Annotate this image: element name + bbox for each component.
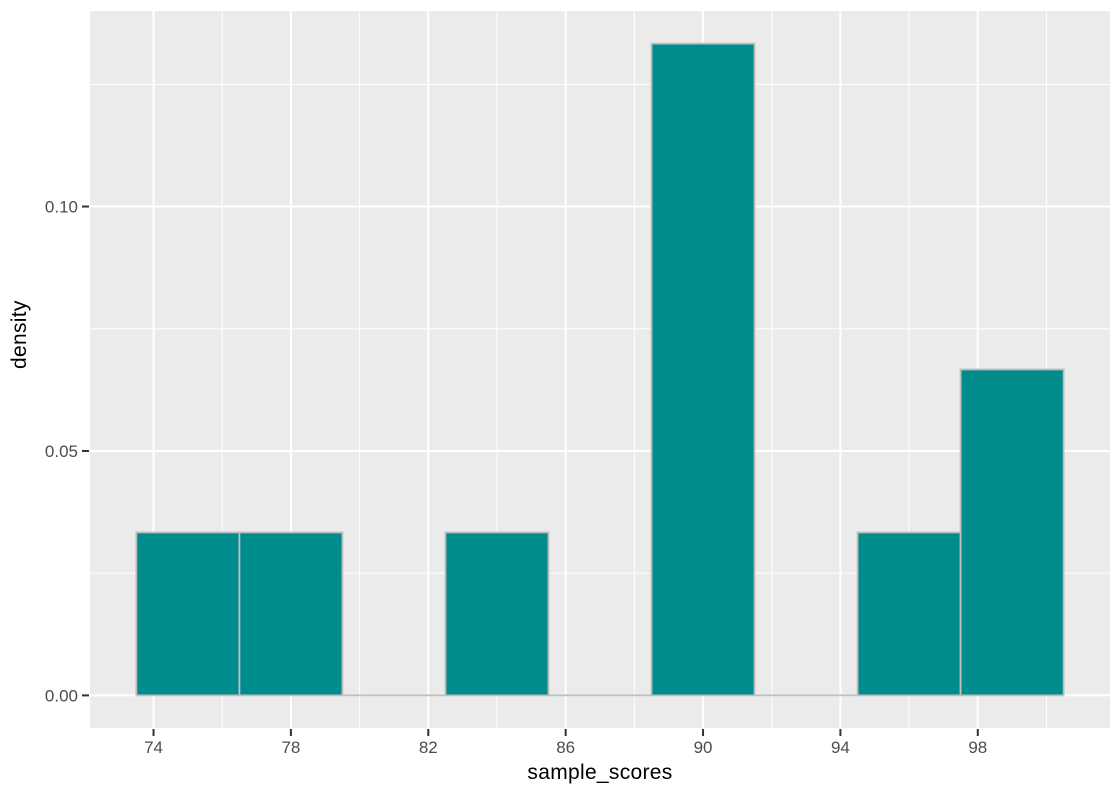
histogram-bar xyxy=(959,368,1065,697)
histogram-bar xyxy=(444,531,550,697)
histogram-bar xyxy=(238,531,344,697)
histogram-bar xyxy=(650,42,756,697)
x-tick-label: 74 xyxy=(144,738,163,757)
x-tick-label: 78 xyxy=(281,738,300,757)
x-tick-label: 86 xyxy=(556,738,575,757)
x-axis-title: sample_scores xyxy=(527,761,673,784)
x-tick-label: 98 xyxy=(968,738,987,757)
x-tick-label: 82 xyxy=(419,738,438,757)
x-tick-label: 94 xyxy=(831,738,850,757)
x-tick-label: 90 xyxy=(694,738,713,757)
histogram-bar xyxy=(135,531,241,697)
y-tick-label: 0.05 xyxy=(45,442,78,461)
y-tick-label: 0.00 xyxy=(45,686,78,705)
y-tick-label: 0.10 xyxy=(45,198,78,217)
histogram-bar xyxy=(856,531,962,697)
